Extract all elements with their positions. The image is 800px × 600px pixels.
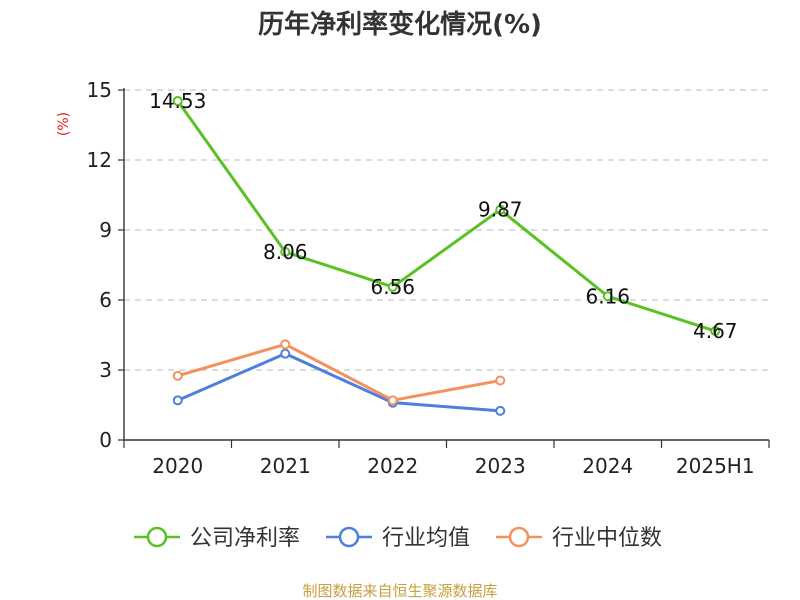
data-point xyxy=(172,395,183,406)
grid-lines xyxy=(124,89,769,371)
data-label: 4.67 xyxy=(693,319,738,343)
legend: 公司净利率 行业均值 行业中位数 xyxy=(134,526,662,551)
x-tick-label: 2024 xyxy=(582,454,633,478)
series-line xyxy=(177,352,501,413)
data-label: 9.87 xyxy=(478,198,523,222)
y-axis-label: (%) xyxy=(56,112,72,136)
legend-label: 行业中位数 xyxy=(552,526,662,551)
legend-label: 行业均值 xyxy=(382,526,470,551)
data-point xyxy=(387,281,398,292)
y-tick-label: 3 xyxy=(99,358,112,382)
data-point xyxy=(710,326,721,337)
legend-label: 公司净利率 xyxy=(190,526,300,551)
data-point xyxy=(387,395,398,406)
legend-circle-marker xyxy=(508,526,530,548)
axes: 0 3 6 9 12 15 2020 2021 2022 2023 2024 2025H1 xyxy=(87,78,770,478)
data-label: 6.56 xyxy=(370,275,415,299)
y-tick-label: 9 xyxy=(99,218,112,242)
data-point xyxy=(172,370,183,381)
data-labels: 14.53 8.06 6.56 9.87 6.16 4.67 xyxy=(149,89,737,343)
data-label: 14.53 xyxy=(149,89,206,113)
x-tick-label: 2022 xyxy=(367,454,418,478)
series-line xyxy=(176,100,716,333)
data-point xyxy=(280,246,291,257)
chart-title: 历年净利率变化情况(%) xyxy=(258,9,542,40)
data-point xyxy=(280,348,291,359)
data-label: 8.06 xyxy=(263,240,308,264)
legend-circle-marker xyxy=(146,526,168,548)
y-tick-label: 0 xyxy=(99,428,112,452)
legend-item[interactable]: 行业均值 xyxy=(326,526,470,551)
legend-item[interactable]: 行业中位数 xyxy=(496,526,662,551)
x-tick-label: 2025H1 xyxy=(676,454,755,478)
x-tick-label: 2023 xyxy=(475,454,526,478)
data-point xyxy=(495,204,506,215)
legend-circle-marker xyxy=(338,526,360,548)
data-point xyxy=(495,375,506,386)
source-note: 制图数据来自恒生聚源数据库 xyxy=(302,582,497,600)
data-point xyxy=(495,405,506,416)
series-lines xyxy=(172,95,721,416)
legend-item[interactable]: 公司净利率 xyxy=(134,526,300,551)
y-tick-label: 15 xyxy=(87,78,112,102)
series-line xyxy=(177,342,501,402)
data-point xyxy=(172,95,183,106)
data-point xyxy=(280,339,291,350)
x-tick-label: 2020 xyxy=(152,454,203,478)
y-tick-label: 12 xyxy=(87,148,112,172)
data-label: 6.16 xyxy=(585,284,630,308)
x-tick-label: 2021 xyxy=(260,454,311,478)
y-tick-label: 6 xyxy=(99,288,112,312)
data-point xyxy=(602,291,613,302)
